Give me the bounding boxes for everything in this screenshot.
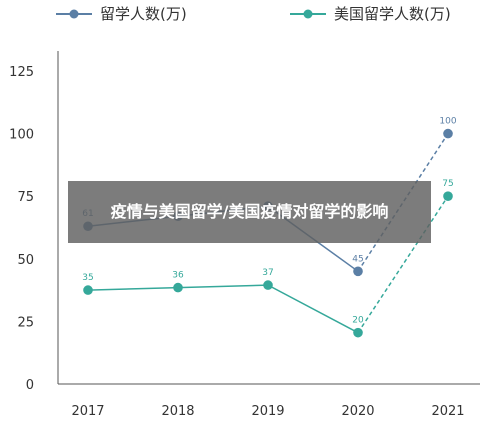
data-label: 100 — [439, 117, 456, 127]
data-label: 35 — [82, 273, 93, 283]
data-point — [83, 285, 93, 295]
legend-label: 留学人数(万) — [100, 5, 187, 23]
legend-swatch-marker — [69, 9, 79, 19]
x-tick-label: 2019 — [251, 404, 284, 419]
y-axis: 0 25 50 75 100 125 — [9, 51, 59, 393]
data-label: 45 — [352, 254, 363, 264]
x-axis: 2017 2018 2019 2020 2021 — [58, 383, 480, 419]
y-tick-label: 100 — [9, 128, 34, 143]
y-tick-label: 50 — [17, 253, 34, 268]
data-point — [353, 327, 363, 338]
data-label: 75 — [442, 179, 453, 189]
series-line — [87, 284, 359, 334]
y-tick-label: 25 — [17, 315, 34, 330]
x-tick-label: 2018 — [161, 404, 194, 419]
y-tick-label: 125 — [9, 65, 34, 80]
legend: 留学人数(万) 美国留学人数(万) — [56, 5, 451, 23]
data-label: 20 — [352, 316, 364, 326]
x-tick-label: 2020 — [341, 404, 374, 419]
x-tick-label: 2017 — [71, 404, 104, 419]
data-point — [353, 266, 363, 277]
legend-swatch-marker — [303, 9, 313, 19]
y-tick-label: 0 — [26, 378, 34, 393]
y-tick-label: 75 — [17, 190, 34, 205]
x-tick-label: 2021 — [431, 404, 464, 419]
title-overlay-caption: 疫情与美国留学/美国疫情对留学的影响 — [68, 181, 431, 243]
legend-label: 美国留学人数(万) — [334, 5, 451, 23]
data-point — [263, 280, 273, 290]
data-label: 36 — [172, 271, 184, 281]
data-point — [443, 128, 453, 139]
data-point — [173, 282, 183, 293]
data-point — [443, 191, 453, 201]
data-label: 37 — [262, 268, 273, 278]
series-line-projection — [357, 195, 449, 334]
series-2: 35 36 37 20 75 — [82, 179, 454, 338]
